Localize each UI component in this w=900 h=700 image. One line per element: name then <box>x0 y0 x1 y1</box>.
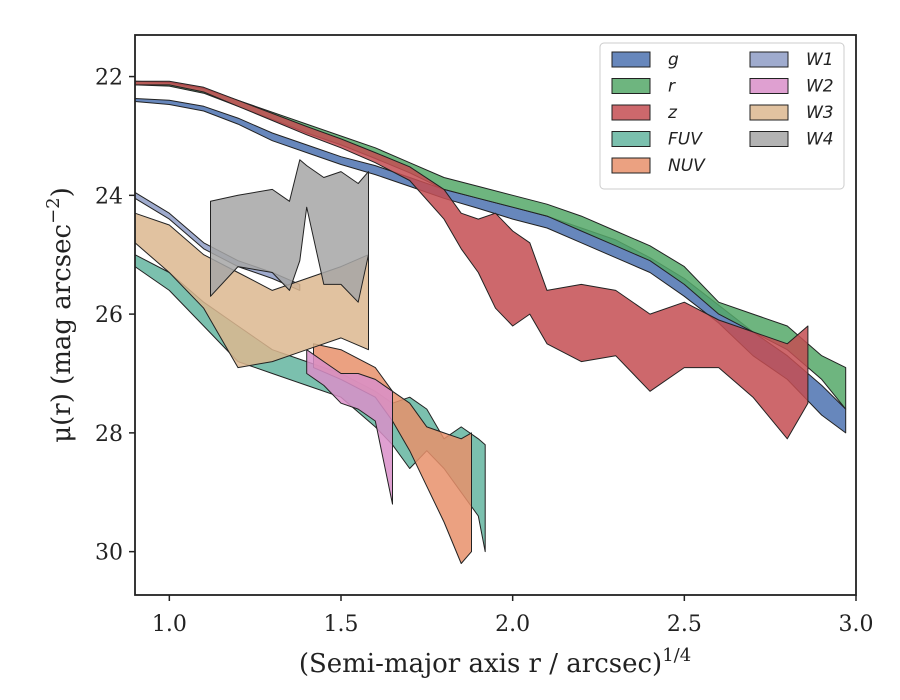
legend-swatch-r <box>611 78 651 94</box>
legend-swatch-g <box>611 51 651 68</box>
y-tick-label: 22 <box>95 66 123 91</box>
y-axis-label-close: ) <box>47 187 77 197</box>
legend-swatch-w1 <box>749 51 789 68</box>
legend-label-z: z <box>667 103 678 123</box>
x-axis-label-exponent: 1/4 <box>662 645 691 666</box>
legend-label-w1: W1 <box>806 50 834 70</box>
y-tick-label: 26 <box>95 303 123 328</box>
band-z <box>134 80 809 440</box>
y-axis-label-exponent: −2 <box>43 197 64 224</box>
x-tick-label: 2.5 <box>667 612 702 637</box>
legend-swatch-fuv <box>611 131 651 147</box>
band-w2 <box>306 349 393 505</box>
legend-label-g: g <box>668 50 679 70</box>
legend-label-w4: W4 <box>806 130 834 150</box>
x-axis-label: (Semi-major axis r / arcsec)1/4 <box>299 645 691 679</box>
legend-label-nuv: NUV <box>668 156 706 176</box>
legend-label-w3: W3 <box>806 103 834 123</box>
y-axis-ticks: 22 24 26 28 30 <box>95 66 135 566</box>
band-g <box>134 98 847 434</box>
band-layer <box>134 80 847 564</box>
x-tick-label: 1.0 <box>152 612 187 637</box>
legend-swatch-w3 <box>749 104 789 121</box>
legend-swatch-z <box>611 104 651 121</box>
legend-label-r: r <box>668 77 676 97</box>
legend-swatch-nuv <box>611 157 651 174</box>
legend-label-fuv: FUV <box>668 130 703 150</box>
y-tick-label: 24 <box>95 184 123 209</box>
x-tick-label: 1.5 <box>324 612 359 637</box>
legend-swatch-w4 <box>749 131 789 147</box>
plot-frame <box>134 34 857 596</box>
legend: grz FUV NUV W1 W2 W3 W4 <box>599 42 845 190</box>
legend-label-w2: W2 <box>806 77 834 97</box>
y-axis-label: μ(r) (mag arcsec−2) <box>43 187 77 443</box>
x-tick-label: 2.0 <box>495 612 530 637</box>
x-tick-label: 3.0 <box>839 612 874 637</box>
band-w4 <box>210 159 369 303</box>
legend-swatch-w2 <box>749 78 789 94</box>
y-tick-label: 28 <box>95 422 123 447</box>
y-tick-label: 30 <box>95 541 123 566</box>
x-axis-ticks: 1.0 1.5 2.0 2.5 3.0 <box>152 595 874 637</box>
